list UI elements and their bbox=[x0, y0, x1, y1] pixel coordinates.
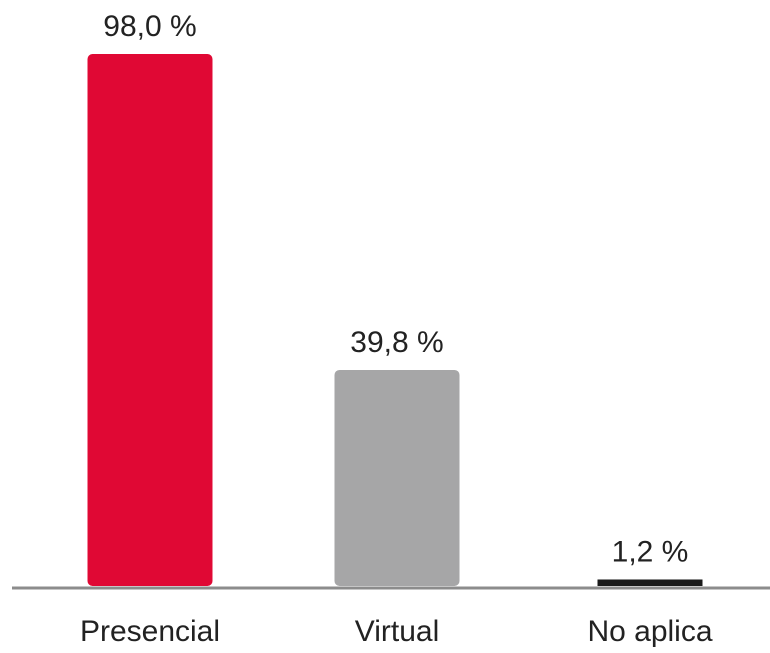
value-label: 39,8 % bbox=[350, 326, 443, 359]
category-labels-layer: Presencial Virtual No aplica bbox=[80, 615, 713, 648]
value-label: 98,0 % bbox=[103, 10, 196, 43]
category-label: Virtual bbox=[355, 615, 440, 648]
bar-presencial bbox=[87, 54, 213, 586]
bar-no-aplica bbox=[597, 579, 703, 586]
category-label: Presencial bbox=[80, 615, 220, 648]
bar-virtual bbox=[334, 369, 460, 586]
value-labels-layer: 98,0 % 39,8 % 1,2 % bbox=[103, 10, 688, 568]
bars-layer bbox=[87, 54, 703, 586]
category-label: No aplica bbox=[587, 615, 712, 648]
value-label: 1,2 % bbox=[612, 535, 689, 568]
